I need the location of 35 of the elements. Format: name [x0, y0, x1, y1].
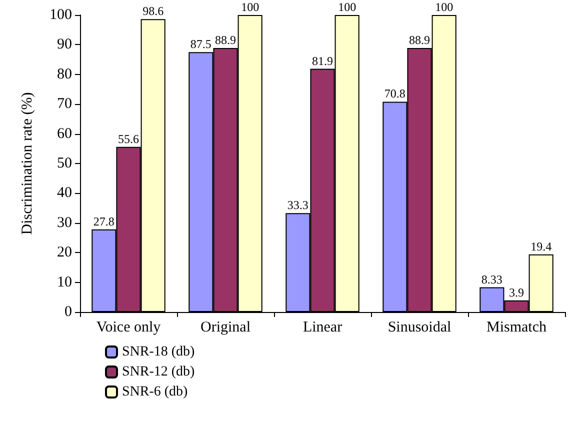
legend-label: SNR-12 (db): [122, 364, 196, 380]
legend-label: SNR-18 (db): [122, 344, 196, 360]
y-tick-label: 30: [57, 214, 72, 231]
data-label: 100: [435, 0, 454, 14]
y-tick-label: 90: [57, 36, 72, 53]
x-tick-label: Voice only: [96, 320, 162, 336]
data-label: 33.3: [287, 198, 308, 212]
y-tick-label: 20: [57, 244, 72, 261]
x-tick-label: Original: [200, 320, 250, 336]
data-label: 88.9: [215, 32, 236, 47]
data-label: 70.8: [384, 86, 406, 101]
legend-label: SNR-6 (db): [122, 384, 188, 400]
data-label: 19.4: [530, 239, 552, 254]
y-tick-label: 10: [57, 274, 72, 290]
data-label: 3.9: [509, 285, 524, 300]
data-label: 8.33: [481, 272, 502, 286]
data-label: 27.8: [93, 214, 114, 228]
data-label: 87.5: [190, 37, 212, 52]
y-tick-label: 100: [50, 7, 72, 23]
y-axis-title: Discrimination rate (%): [20, 92, 36, 235]
data-label: 88.9: [409, 32, 430, 47]
data-label: 100: [241, 0, 260, 14]
data-label: 55.6: [118, 132, 139, 146]
y-tick-label: 40: [57, 185, 72, 202]
data-label: 100: [338, 0, 356, 14]
y-tick-label: 70: [57, 96, 72, 112]
y-tick-label: 60: [57, 126, 72, 142]
x-tick-label: Mismatch: [486, 320, 547, 336]
data-label: 81.9: [312, 54, 333, 68]
x-tick-label: Linear: [302, 320, 342, 336]
y-tick-label: 0: [64, 304, 72, 320]
x-tick-label: Sinusoidal: [388, 320, 452, 336]
y-tick-label: 50: [57, 156, 72, 172]
y-tick-label: 80: [57, 66, 72, 82]
data-label: 98.6: [142, 4, 164, 18]
